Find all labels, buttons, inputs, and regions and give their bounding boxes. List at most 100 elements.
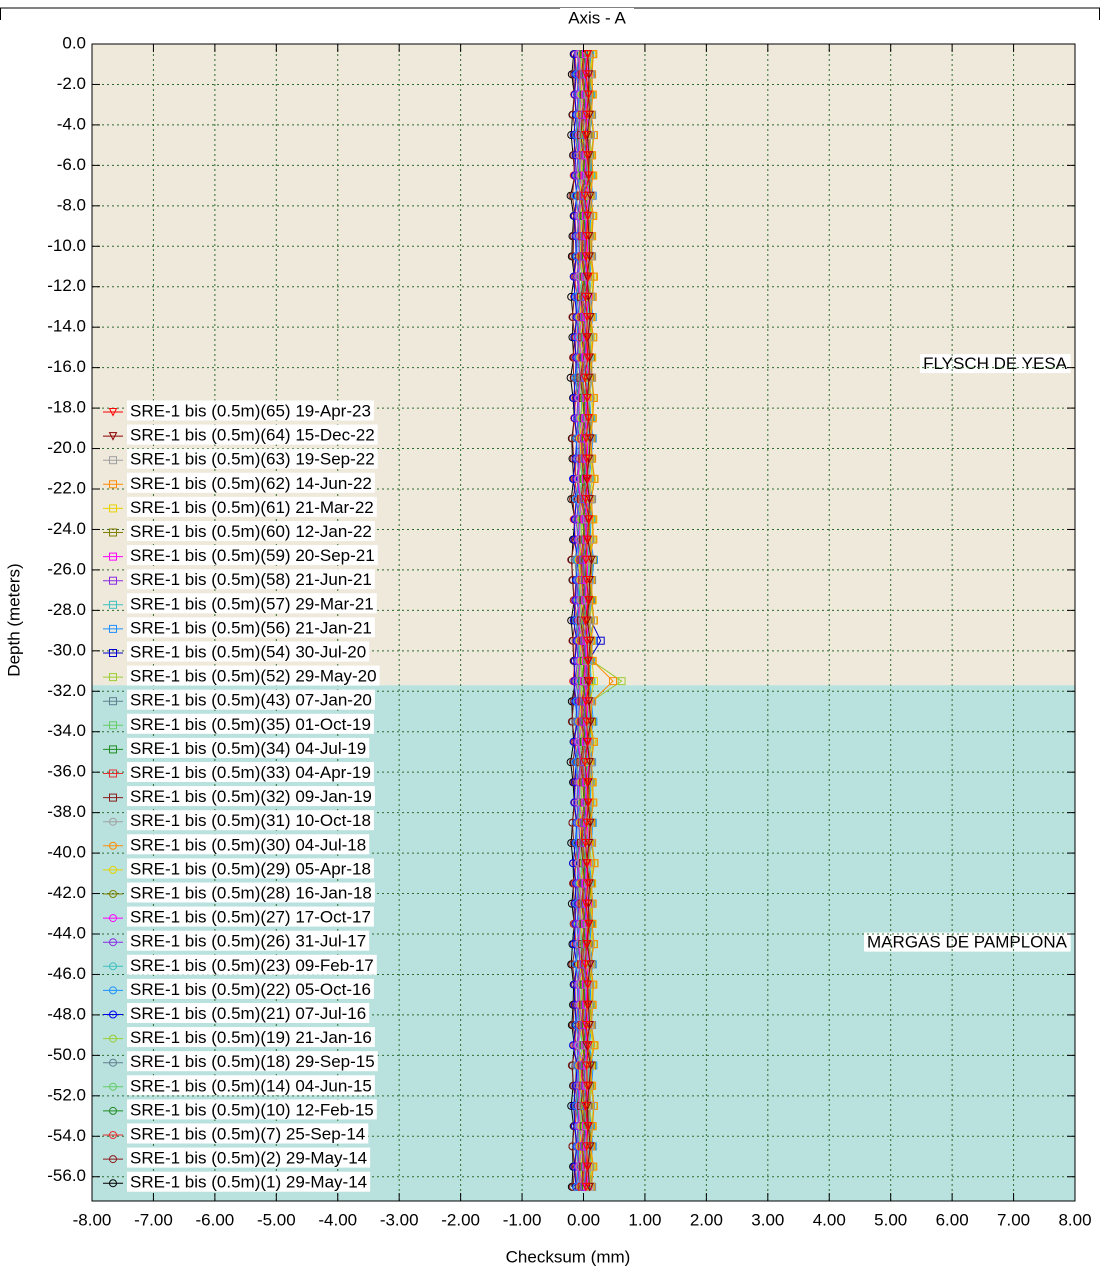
y-tick-label: -28.0	[47, 600, 86, 619]
marker	[581, 838, 590, 848]
legend-label-bg	[127, 1171, 371, 1192]
marker	[584, 1041, 593, 1050]
legend-label-bg	[127, 834, 370, 855]
marker	[588, 414, 597, 423]
marker	[583, 980, 593, 990]
y-tick-label: -8.0	[57, 195, 86, 214]
marker	[584, 171, 594, 181]
marker	[109, 865, 117, 874]
y-tick-label: -24.0	[47, 519, 86, 538]
x-tick-label: 8.00	[1058, 1210, 1091, 1229]
legend-label-bg	[127, 1099, 377, 1120]
series-line	[586, 54, 592, 1187]
marker	[582, 333, 591, 342]
marker	[587, 555, 596, 565]
y-tick-label: -48.0	[47, 1004, 86, 1023]
legend-label: SRE-1 bis (0.5m)(54) 30-Jul-20	[130, 642, 366, 661]
marker	[585, 758, 594, 767]
x-tick-label: 5.00	[874, 1210, 907, 1229]
y-tick-label: 0.0	[62, 33, 86, 52]
legend-label-bg	[127, 882, 375, 903]
marker	[582, 1000, 592, 1010]
marker	[589, 737, 598, 746]
marker	[583, 50, 593, 59]
x-tick-label: -4.00	[318, 1210, 357, 1229]
marker	[109, 673, 117, 682]
marker	[581, 697, 591, 707]
zone-label: FLYSCH DE YESA	[923, 354, 1068, 373]
marker	[582, 859, 592, 868]
legend-label-bg	[127, 1075, 375, 1096]
marker	[109, 456, 117, 465]
marker	[109, 552, 117, 561]
legend-label: SRE-1 bis (0.5m)(7) 25-Sep-14	[130, 1124, 365, 1143]
marker	[583, 474, 593, 484]
y-tick-label: -54.0	[47, 1126, 86, 1145]
y-tick-label: -40.0	[47, 843, 86, 862]
title-box	[560, 8, 634, 30]
x-tick-label: -5.00	[257, 1210, 296, 1229]
legend-label-bg	[127, 858, 374, 879]
series-line	[572, 54, 579, 1187]
marker	[581, 899, 591, 909]
marker	[582, 110, 591, 120]
marker	[109, 817, 117, 826]
legend-label-bg	[127, 448, 378, 469]
legend-label: SRE-1 bis (0.5m)(33) 04-Apr-19	[130, 763, 371, 782]
legend-label: SRE-1 bis (0.5m)(62) 14-Jun-22	[130, 474, 372, 493]
marker	[582, 1162, 592, 1172]
legend-label-bg	[127, 954, 377, 975]
legend-label-bg	[127, 665, 380, 686]
legend-label-bg	[127, 906, 374, 927]
legend-label-bg	[127, 400, 374, 421]
marker	[590, 859, 599, 868]
legend-label: SRE-1 bis (0.5m)(63) 19-Sep-22	[130, 450, 375, 469]
marker	[109, 649, 117, 657]
x-tick-label: -1.00	[503, 1210, 542, 1229]
marker	[581, 960, 590, 969]
marker	[583, 211, 593, 221]
y-tick-label: -16.0	[47, 357, 86, 376]
series-line	[570, 54, 577, 1187]
marker	[582, 818, 591, 828]
marker	[581, 555, 591, 565]
y-tick-label: -56.0	[47, 1166, 86, 1185]
legend-label-bg	[127, 617, 375, 638]
marker	[582, 576, 591, 585]
legend-label: SRE-1 bis (0.5m)(14) 04-Jun-15	[130, 1076, 372, 1095]
marker	[580, 758, 590, 767]
marker	[584, 272, 593, 282]
marker	[582, 940, 591, 949]
y-tick-label: -10.0	[47, 236, 86, 255]
legend-label-bg	[127, 472, 375, 493]
marker	[109, 890, 117, 898]
legend-label: SRE-1 bis (0.5m)(21) 07-Jul-16	[130, 1004, 366, 1023]
marker	[581, 1101, 590, 1111]
legend-label: SRE-1 bis (0.5m)(64) 15-Dec-22	[130, 426, 375, 445]
marker	[581, 131, 590, 140]
marker	[109, 793, 117, 802]
marker	[109, 1058, 117, 1067]
marker	[109, 914, 117, 923]
marker	[580, 373, 590, 383]
legend-label: SRE-1 bis (0.5m)(58) 21-Jun-21	[130, 570, 372, 589]
marker	[109, 528, 117, 537]
axes: 0.0 -2.0 -4.0 -6.0 -8.0 -10.0 -12.0 -14.0 -16.0 -…	[47, 33, 1091, 1229]
legend-label: SRE-1 bis (0.5m)(27) 17-Oct-17	[130, 908, 371, 927]
marker	[585, 495, 594, 504]
x-tick-label: -6.00	[196, 1210, 235, 1229]
y-tick-label: -42.0	[47, 883, 86, 902]
legend-label-bg	[127, 761, 374, 782]
marker	[589, 393, 598, 402]
y-tick-label: -22.0	[47, 478, 86, 497]
y-tick-label: -4.0	[57, 114, 86, 133]
legend-label-bg	[127, 930, 370, 951]
legend-label: SRE-1 bis (0.5m)(61) 21-Mar-22	[130, 498, 374, 517]
marker	[584, 90, 593, 100]
legend-label: SRE-1 bis (0.5m)(26) 31-Jul-17	[130, 932, 366, 951]
marker	[584, 414, 593, 423]
marker	[583, 879, 593, 889]
marker	[109, 1179, 117, 1188]
x-tick-label: 4.00	[813, 1210, 846, 1229]
marker	[582, 454, 591, 464]
